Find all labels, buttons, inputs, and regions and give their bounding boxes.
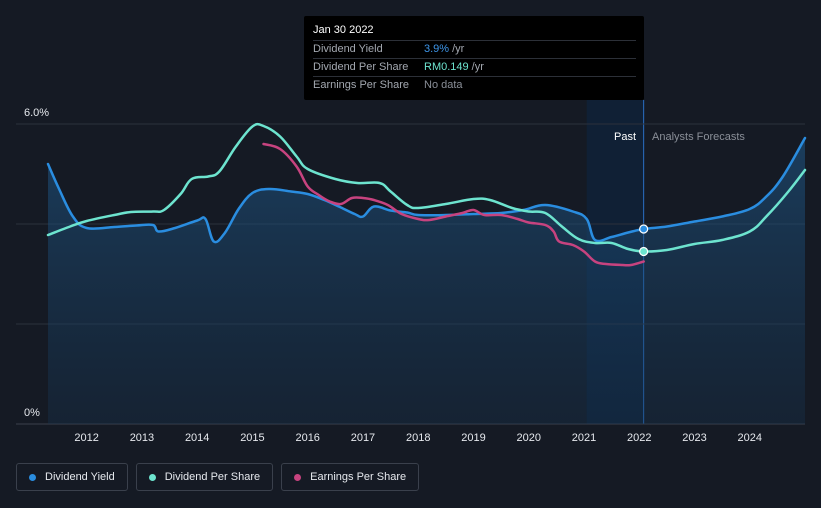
tooltip-value: No data [424,79,463,91]
forecast-section-label: Analysts Forecasts [652,131,745,143]
tooltip-label: Earnings Per Share [313,79,409,91]
legend-label: Dividend Per Share [164,471,261,483]
tooltip-row-earnings-per-share: Earnings Per Share No data [313,77,636,94]
legend-label: Earnings Per Share [310,471,407,483]
tooltip-value: 3.9% [424,43,450,55]
data-tooltip: Jan 30 2022 Dividend Yield 3.9%/yr Divid… [304,16,644,100]
legend-dividend-yield[interactable]: Dividend Yield [16,463,128,491]
x-tick-label: 2013 [130,432,154,444]
x-tick-label: 2014 [185,432,209,444]
x-tick-label: 2012 [74,432,98,444]
legend-dot-icon [294,473,302,481]
tooltip-label: Dividend Per Share [313,61,409,73]
tooltip-row-dividend-per-share: Dividend Per Share RM0.149/yr [313,59,636,77]
legend-dot-icon [148,473,156,481]
x-tick-label: 2020 [516,432,540,444]
x-tick-label: 2017 [351,432,375,444]
x-axis-ticks: 2012 2013 2014 2015 2016 2017 2018 2019 2020 2021… [74,432,762,444]
past-section-label: Past [614,131,636,143]
tooltip-label: Dividend Yield [313,43,383,55]
dividend-yield-area [48,138,805,424]
tooltip-value: RM0.149 [424,61,469,73]
x-tick-label: 2024 [738,432,762,444]
y-tick-label-max: 6.0% [24,107,49,119]
area-fills [48,138,805,424]
x-tick-label: 2021 [572,432,596,444]
legend-dot-icon [29,473,36,481]
tooltip-unit: /yr [452,43,465,55]
dividend-yield-marker [639,224,649,234]
x-tick-label: 2019 [461,432,485,444]
x-tick-label: 2023 [682,432,706,444]
tooltip-unit: /yr [471,61,484,73]
x-tick-label: 2022 [627,432,651,444]
earnings-per-share-line [262,142,645,267]
y-tick-label-min: 0% [24,407,40,419]
legend-dividend-per-share[interactable]: Dividend Per Share [135,463,274,491]
x-tick-label: 2016 [295,432,319,444]
series-markers [639,224,649,257]
tooltip-date: Jan 30 2022 [313,22,636,41]
dividend-per-share-marker [639,246,649,257]
chart-legend: Dividend Yield Dividend Per Share Earnin… [16,463,420,491]
x-tick-label: 2018 [406,432,430,444]
tooltip-row-dividend-yield: Dividend Yield 3.9%/yr [313,41,636,59]
x-tick-label: 2015 [240,432,264,444]
legend-earnings-per-share[interactable]: Earnings Per Share [281,463,420,491]
legend-label: Dividend Yield [45,471,115,483]
